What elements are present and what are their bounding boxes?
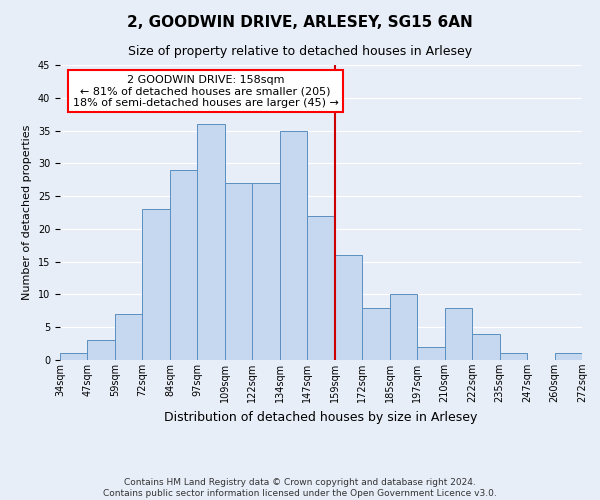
Bar [197,124,225,360]
Bar [500,354,527,360]
Bar [417,347,445,360]
Bar [280,130,307,360]
Bar [88,340,115,360]
Bar [60,354,88,360]
Text: Size of property relative to detached houses in Arlesey: Size of property relative to detached ho… [128,45,472,58]
Text: 2, GOODWIN DRIVE, ARLESEY, SG15 6AN: 2, GOODWIN DRIVE, ARLESEY, SG15 6AN [127,15,473,30]
Bar [170,170,197,360]
Bar [307,216,335,360]
Bar [335,255,362,360]
Bar [142,209,170,360]
Bar [115,314,142,360]
Bar [472,334,500,360]
Bar [554,354,582,360]
Bar [362,308,389,360]
Text: Contains HM Land Registry data © Crown copyright and database right 2024.
Contai: Contains HM Land Registry data © Crown c… [103,478,497,498]
Bar [253,183,280,360]
Text: 2 GOODWIN DRIVE: 158sqm
← 81% of detached houses are smaller (205)
18% of semi-d: 2 GOODWIN DRIVE: 158sqm ← 81% of detache… [73,75,338,108]
Bar [445,308,472,360]
Y-axis label: Number of detached properties: Number of detached properties [22,125,32,300]
Bar [225,183,253,360]
X-axis label: Distribution of detached houses by size in Arlesey: Distribution of detached houses by size … [164,410,478,424]
Bar [389,294,417,360]
